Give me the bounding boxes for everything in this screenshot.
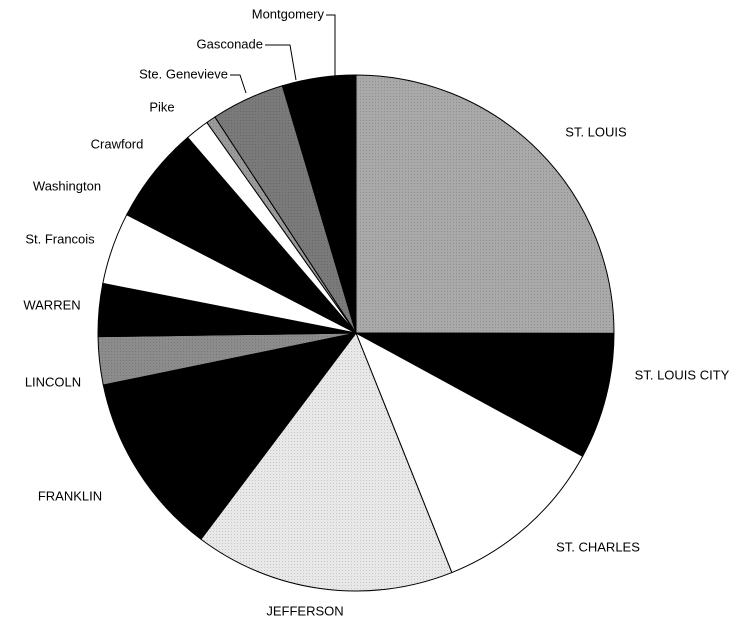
slice-label: Gasconade	[197, 36, 264, 51]
slice-label: ST. CHARLES	[556, 539, 640, 554]
slice-label: Pike	[149, 99, 174, 114]
slice	[355, 331, 584, 574]
leader-lines	[230, 14, 336, 94]
slice-texture	[98, 333, 357, 385]
slice-label: Crawford	[91, 136, 144, 151]
leader-line	[265, 44, 297, 81]
slice-texture	[214, 85, 356, 334]
slice-label: Washington	[33, 178, 101, 193]
slice	[102, 332, 358, 540]
slice-label: Ste. Genevieve	[139, 66, 228, 81]
slices	[97, 74, 615, 592]
slice-label: WARREN	[23, 297, 80, 312]
leader-line	[326, 14, 336, 77]
slice-label: Montgomery	[252, 6, 325, 21]
slice	[355, 332, 615, 458]
slice	[281, 74, 357, 334]
slice-label: JEFFERSON	[266, 603, 343, 618]
slice-label: ST. LOUIS	[565, 124, 627, 139]
slice-texture	[206, 116, 356, 333]
leader-line	[230, 74, 247, 94]
slice-label: FRANKLIN	[38, 488, 102, 503]
slice-texture	[200, 333, 452, 592]
slice-label: LINCOLN	[25, 374, 81, 389]
slice-label: ST. LOUIS CITY	[635, 367, 730, 382]
slice-label: St. Francois	[25, 231, 95, 246]
slice-texture	[356, 75, 614, 334]
